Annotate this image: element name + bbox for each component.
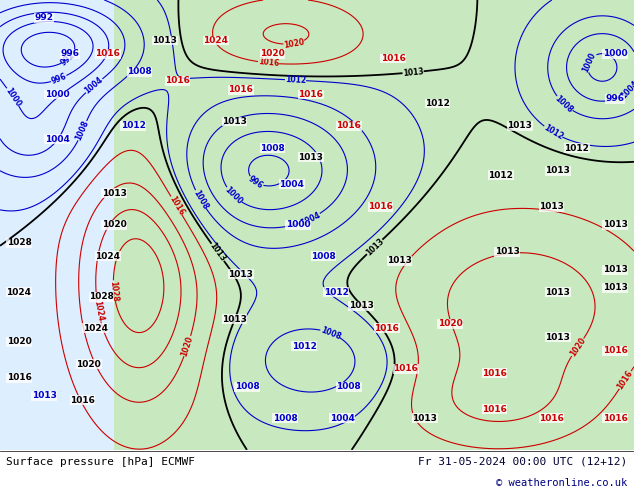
- Text: 1008: 1008: [273, 414, 298, 423]
- Text: 1008: 1008: [311, 252, 336, 261]
- Text: 1013: 1013: [32, 392, 57, 400]
- Text: 1012: 1012: [292, 342, 317, 351]
- Text: 1013: 1013: [152, 36, 178, 45]
- Text: 1012: 1012: [323, 288, 349, 297]
- Text: 1016: 1016: [165, 76, 190, 85]
- Text: Fr 31-05-2024 00:00 UTC (12+12): Fr 31-05-2024 00:00 UTC (12+12): [418, 457, 628, 467]
- Text: 1013: 1013: [387, 256, 412, 266]
- Text: 1004: 1004: [44, 135, 70, 144]
- Text: 1004: 1004: [619, 79, 634, 100]
- Text: 1000: 1000: [223, 185, 244, 206]
- Text: 1016: 1016: [482, 405, 507, 414]
- Text: 996: 996: [50, 72, 68, 86]
- Text: 1024: 1024: [92, 300, 105, 322]
- Text: 1000: 1000: [286, 220, 310, 229]
- Text: 1008: 1008: [127, 68, 152, 76]
- Text: 1013: 1013: [222, 117, 247, 126]
- Text: 1016: 1016: [539, 414, 564, 423]
- Text: 1028: 1028: [89, 293, 114, 301]
- Text: 1020: 1020: [568, 336, 587, 359]
- Text: 1013: 1013: [364, 237, 385, 257]
- Text: 1008: 1008: [319, 325, 342, 341]
- Text: 1020: 1020: [283, 37, 305, 49]
- Text: 1013: 1013: [602, 220, 628, 229]
- Text: 1013: 1013: [101, 189, 127, 198]
- Text: 1013: 1013: [222, 315, 247, 324]
- Text: 1012: 1012: [120, 122, 146, 130]
- Text: 1013: 1013: [545, 288, 571, 297]
- Text: 1013: 1013: [412, 414, 437, 423]
- Text: 1028: 1028: [108, 280, 119, 302]
- Text: 996: 996: [60, 49, 79, 58]
- Text: 1013: 1013: [298, 153, 323, 162]
- Text: 1016: 1016: [257, 57, 280, 69]
- Text: 1013: 1013: [402, 67, 424, 78]
- Text: 1013: 1013: [349, 301, 374, 310]
- Text: 1008: 1008: [260, 144, 285, 153]
- Text: 1024: 1024: [203, 36, 228, 45]
- Text: 1013: 1013: [208, 241, 228, 264]
- Text: 1016: 1016: [393, 365, 418, 373]
- Text: 1008: 1008: [336, 382, 361, 392]
- Text: 1016: 1016: [602, 414, 628, 423]
- Text: 1020: 1020: [180, 335, 195, 358]
- Text: 996: 996: [247, 174, 265, 190]
- Text: 1004: 1004: [279, 180, 304, 189]
- Text: 1016: 1016: [298, 90, 323, 99]
- Polygon shape: [0, 0, 114, 450]
- Text: 992: 992: [60, 50, 77, 67]
- Text: 1016: 1016: [167, 194, 186, 217]
- Text: 1012: 1012: [285, 75, 306, 85]
- Text: 1024: 1024: [82, 324, 108, 333]
- Text: 992: 992: [35, 14, 54, 23]
- Text: 1024: 1024: [95, 252, 120, 261]
- Text: 1013: 1013: [507, 122, 533, 130]
- Text: 1016: 1016: [228, 85, 254, 95]
- Text: 996: 996: [605, 95, 624, 103]
- Text: 1020: 1020: [101, 220, 127, 229]
- Text: 1012: 1012: [541, 123, 564, 142]
- Text: 1004: 1004: [83, 75, 105, 96]
- Text: 1008: 1008: [74, 119, 91, 142]
- Text: 1012: 1012: [488, 171, 514, 180]
- Text: 1016: 1016: [380, 54, 406, 63]
- Text: 1016: 1016: [602, 346, 628, 355]
- Text: 1008: 1008: [235, 382, 260, 392]
- Text: 1016: 1016: [336, 122, 361, 130]
- Text: 1016: 1016: [482, 369, 507, 378]
- Text: 1004: 1004: [299, 210, 322, 227]
- Text: 1012: 1012: [425, 99, 450, 108]
- Text: 1013: 1013: [602, 266, 628, 274]
- Text: 1012: 1012: [564, 144, 590, 153]
- Text: 1000: 1000: [581, 50, 597, 74]
- Text: 1013: 1013: [228, 270, 254, 279]
- Text: 1013: 1013: [602, 283, 628, 293]
- Text: 1000: 1000: [603, 49, 627, 58]
- Text: 1013: 1013: [545, 167, 571, 175]
- Text: 1020: 1020: [437, 319, 463, 328]
- Text: 1016: 1016: [6, 373, 32, 382]
- Text: 1013: 1013: [545, 333, 571, 342]
- Text: 1024: 1024: [6, 288, 32, 297]
- Text: 1016: 1016: [70, 396, 95, 405]
- Text: 1016: 1016: [616, 368, 634, 391]
- Text: 1008: 1008: [553, 94, 575, 115]
- Text: 1016: 1016: [95, 49, 120, 58]
- Text: 1020: 1020: [76, 360, 101, 369]
- Polygon shape: [114, 0, 634, 450]
- Text: 1000: 1000: [45, 90, 69, 99]
- Text: 1020: 1020: [6, 337, 32, 346]
- Text: 1008: 1008: [191, 188, 210, 211]
- Text: © weatheronline.co.uk: © weatheronline.co.uk: [496, 478, 628, 488]
- Text: 1000: 1000: [3, 86, 23, 108]
- Text: 1020: 1020: [260, 49, 285, 58]
- Text: 1016: 1016: [368, 202, 393, 211]
- Text: 1004: 1004: [330, 414, 355, 423]
- Text: 1013: 1013: [495, 247, 520, 256]
- Text: 1016: 1016: [374, 324, 399, 333]
- Text: 1013: 1013: [539, 202, 564, 211]
- Text: 1028: 1028: [6, 239, 32, 247]
- Text: Surface pressure [hPa] ECMWF: Surface pressure [hPa] ECMWF: [6, 457, 195, 467]
